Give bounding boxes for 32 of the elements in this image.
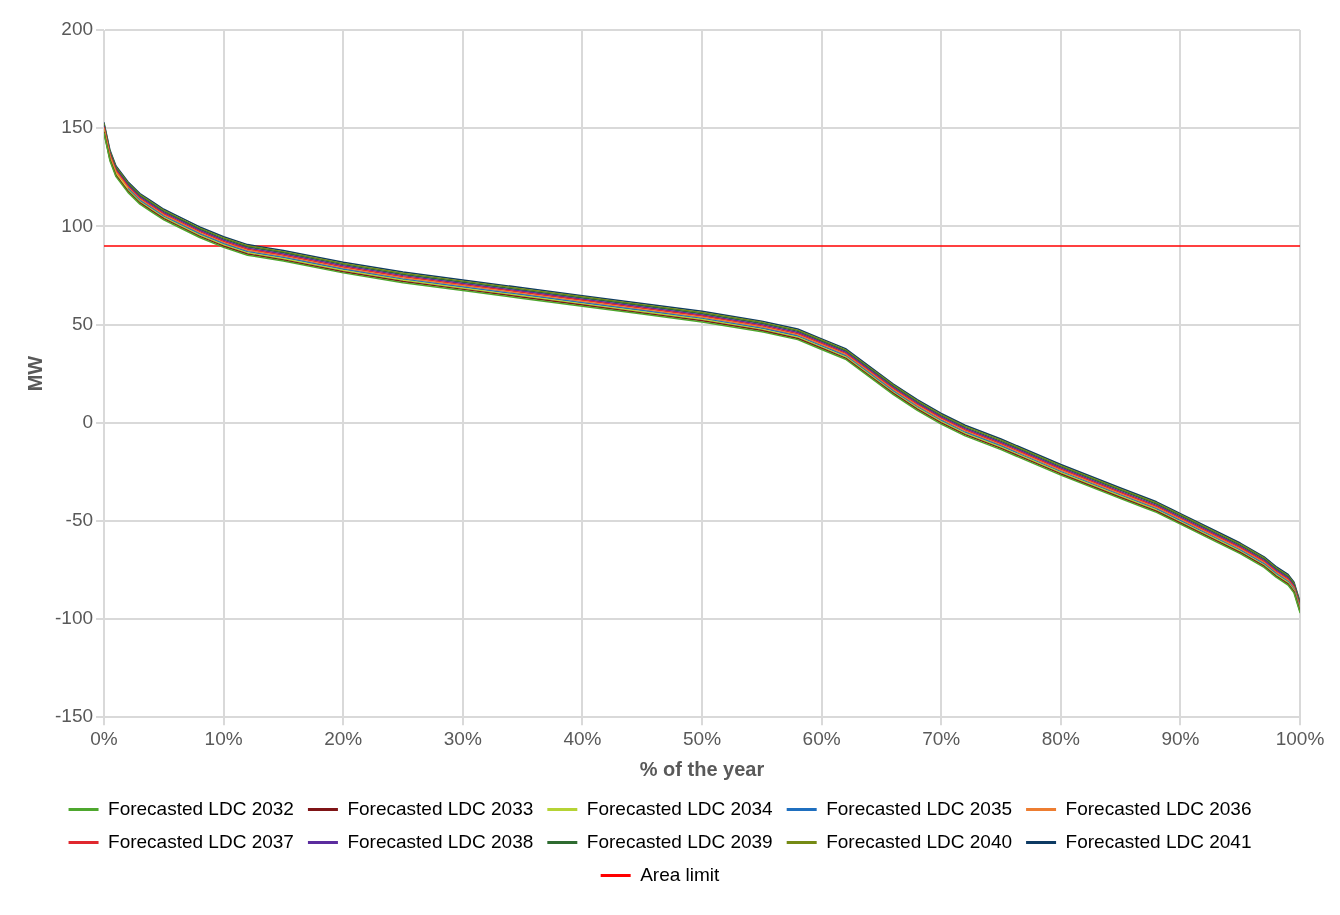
legend-label: Forecasted LDC 2037 <box>108 830 294 852</box>
x-tick-label: 0% <box>90 727 118 749</box>
y-axis-title: MW <box>23 355 46 392</box>
y-tick-label: 200 <box>61 18 94 40</box>
x-tick-label: 40% <box>563 727 602 749</box>
legend-label: Forecasted LDC 2040 <box>826 830 1013 852</box>
y-tick-label: -100 <box>55 607 94 629</box>
legend-label: Forecasted LDC 2038 <box>347 830 534 852</box>
y-tick-label: 50 <box>71 312 94 334</box>
x-tick-label: 50% <box>683 727 722 749</box>
x-tick-label: 10% <box>204 727 243 749</box>
y-tick-label: 0 <box>82 410 94 432</box>
x-tick-label: 20% <box>324 727 363 749</box>
x-tick-label: 80% <box>1041 727 1080 749</box>
y-tick-label: 100 <box>61 214 94 236</box>
legend-label: Area limit <box>640 863 721 885</box>
x-tick-label: 30% <box>443 727 482 749</box>
y-tick-label: -150 <box>55 705 94 727</box>
legend-label: Forecasted LDC 2033 <box>347 797 534 819</box>
legend-label: Forecasted LDC 2032 <box>108 797 294 819</box>
x-tick-label: 90% <box>1161 727 1200 749</box>
x-axis-title: % of the year <box>639 757 765 780</box>
legend-label: Forecasted LDC 2036 <box>1065 797 1252 819</box>
legend-label: Forecasted LDC 2035 <box>826 797 1013 819</box>
legend-label: Forecasted LDC 2034 <box>586 797 774 819</box>
x-tick-label: 70% <box>922 727 961 749</box>
y-tick-label: 150 <box>61 116 94 138</box>
y-tick-label: -50 <box>65 509 94 531</box>
x-tick-label: 60% <box>802 727 841 749</box>
x-tick-label: 100% <box>1275 727 1325 749</box>
legend-label: Forecasted LDC 2039 <box>586 830 773 852</box>
legend-label: Forecasted LDC 2041 <box>1065 830 1252 852</box>
